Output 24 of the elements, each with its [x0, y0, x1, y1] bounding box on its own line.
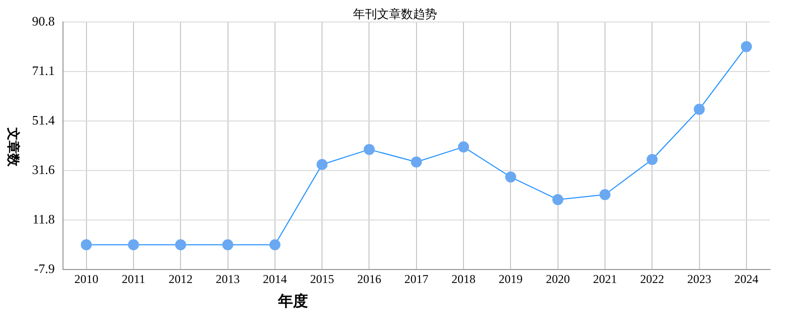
x-tick-label: 2021	[592, 272, 617, 286]
x-tick-label: 2013	[216, 272, 240, 286]
x-tick-label: 2018	[452, 272, 476, 286]
x-tick-label: 2010	[74, 272, 98, 286]
x-tick-label: 2023	[687, 272, 712, 286]
x-tick-label: 2011	[122, 272, 146, 286]
y-tick-label: 71.1	[32, 62, 55, 78]
y-tick-label: 31.6	[32, 162, 56, 177]
y-tick-label: 51.4	[32, 112, 56, 128]
x-tick-label: 2016	[357, 272, 382, 286]
x-tick-label: 2014	[262, 272, 287, 286]
x-tick-label: 2015	[310, 272, 334, 286]
chart-title: 年刊文章数趋势	[353, 7, 437, 21]
x-tick-label: 2017	[404, 272, 428, 286]
x-tick-label: 2024	[734, 272, 758, 286]
y-axis-title: 文章数	[4, 126, 22, 168]
y-tick-label: 90.8	[32, 13, 55, 28]
x-tick-label: 2022	[640, 272, 664, 286]
x-tick-label: 2019	[498, 272, 523, 286]
x-tick-label: 2020	[546, 272, 570, 286]
y-tick-label: 11.8	[32, 212, 55, 227]
x-tick-label: 2012	[168, 272, 193, 286]
x-axis-title: 年度	[278, 292, 308, 311]
y-tick-label: -7.9	[34, 261, 55, 276]
